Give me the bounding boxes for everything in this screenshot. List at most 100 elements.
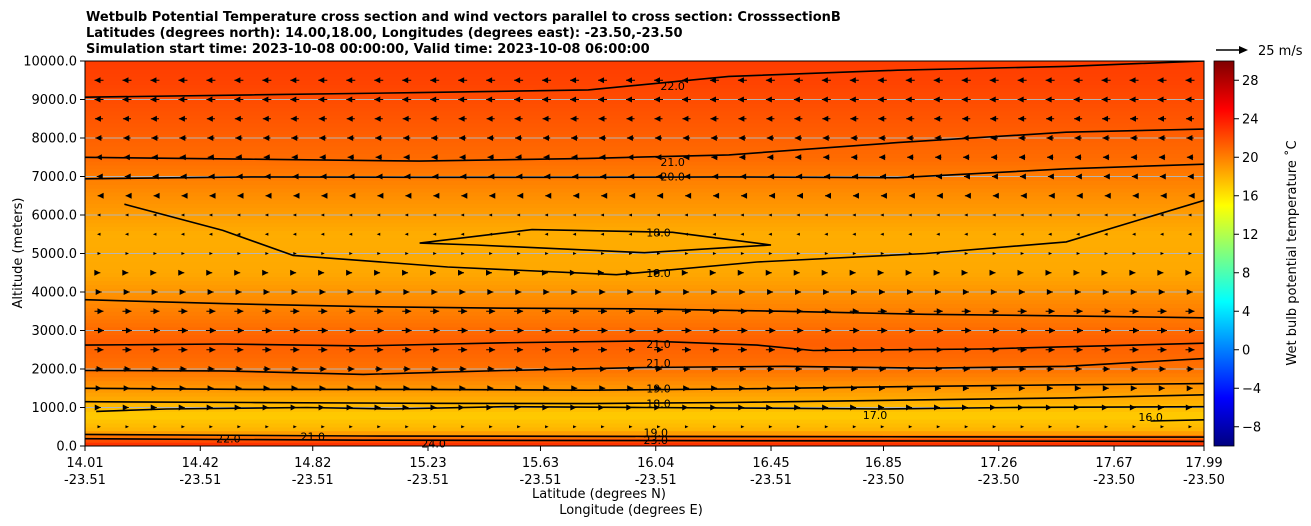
wind-vector-head [1018,385,1025,392]
wind-vector-head [486,77,493,84]
wind-vector-head [374,269,381,276]
wind-vector-head [655,385,662,392]
wind-vector-head [459,289,466,295]
wind-vector-head [290,96,297,103]
wind-vector-head [263,385,270,392]
wind-vector-head [97,192,104,199]
wind-vector [153,425,157,429]
wind-vector-head [1160,346,1167,353]
wind-vector-head [825,327,832,334]
contour-label: 21.0 [646,338,671,351]
wind-vector-head [684,366,691,372]
wind-vector-head [349,327,356,334]
wind-vector-head [601,327,608,334]
wind-vector-head [319,289,326,295]
wind-vector-head [318,404,325,411]
wind-vector-head [431,289,438,295]
wind-vector-head [237,308,244,315]
wind-vector-head [989,77,996,84]
wind-vector-head [489,192,496,199]
wind-vector-head [599,154,606,161]
wind-vector-head [545,327,552,334]
wind-vector-head [1021,327,1028,334]
field-band [85,249,1204,255]
colorbar [1213,60,1235,447]
wind-vector-head [542,77,549,84]
wind-vector-head [95,135,102,141]
y-tick-label: 0.0 [56,440,77,455]
wind-vector [349,425,353,429]
wind-vector [404,213,409,217]
wind-vector-head [1048,346,1055,353]
wind-vector-head [1187,366,1194,372]
contour-label: 17.0 [863,409,888,422]
wind-vector-head [879,154,886,161]
wind-vector [852,213,856,217]
wind-vector-head [376,173,383,180]
wind-vector-head [94,96,101,103]
field-band [85,68,1204,74]
wind-vector-head [321,346,328,353]
wind-vector [516,232,521,236]
wind-vector-head [318,77,325,84]
contour-label: 21.0 [660,156,685,169]
wind-vector-head [766,404,773,411]
wind-vector-head [461,327,468,334]
wind-vector-head [1074,289,1081,295]
wind-vector-head [206,96,213,103]
wind-vector-head [515,135,522,141]
wind-vector [880,213,884,217]
wind-vector-head [653,77,660,84]
contour-line [85,357,1204,376]
wind-vector-head [879,366,886,372]
wind-vector-head [458,404,465,411]
wind-vector-head [489,308,496,315]
wind-vector-head [824,192,831,199]
wind-vector-head [488,173,495,180]
wind-vector-head [460,366,467,372]
wind-vector-head [541,269,548,276]
contour-line [85,382,1204,392]
wind-vector [936,232,940,236]
wind-vector-head [1045,77,1052,84]
wind-vector-head [710,404,717,411]
wind-vector-head [767,154,774,161]
wind-vector-head [542,404,549,411]
wind-vector [992,213,996,217]
wind-vector-head [1188,192,1195,199]
wind-vector-head [1185,404,1192,411]
wind-vector-head [768,346,775,353]
field-band [85,345,1204,351]
wind-vector [293,425,297,429]
wind-vector-head [713,192,720,199]
wind-vector-head [178,269,185,276]
wind-vector-head [459,385,466,392]
wind-vector-head [601,308,608,315]
wind-vector [124,213,129,217]
wind-vector-head [94,77,101,84]
wind-vector-head [1103,173,1110,180]
wind-vector-head [1104,346,1111,353]
wind-vector-head [178,404,185,411]
wind-vector-head [321,192,328,199]
wind-vector-head [1188,308,1195,315]
wind-vector [405,425,409,429]
wind-vector [461,252,465,255]
wind-vector-head [153,327,160,334]
wind-vector-head [1017,96,1024,103]
wind-vector-head [206,77,213,84]
field-band [85,342,1204,347]
wind-vector [629,425,633,429]
wind-vector-head [235,289,242,295]
wind-vector-head [739,154,746,161]
wind-vector-head [318,96,325,103]
colorbar-tick-label: 28 [1242,74,1259,89]
wind-vector-head [265,327,272,334]
wind-vector-head [627,385,634,392]
wind-vector [488,213,493,217]
wind-vector [600,213,605,217]
wind-vector-head [207,154,214,161]
y-tick-label: 2000.0 [32,363,78,378]
wind-vector-head [1102,289,1109,295]
x-tick-label-lon: -23.51 [635,473,677,488]
